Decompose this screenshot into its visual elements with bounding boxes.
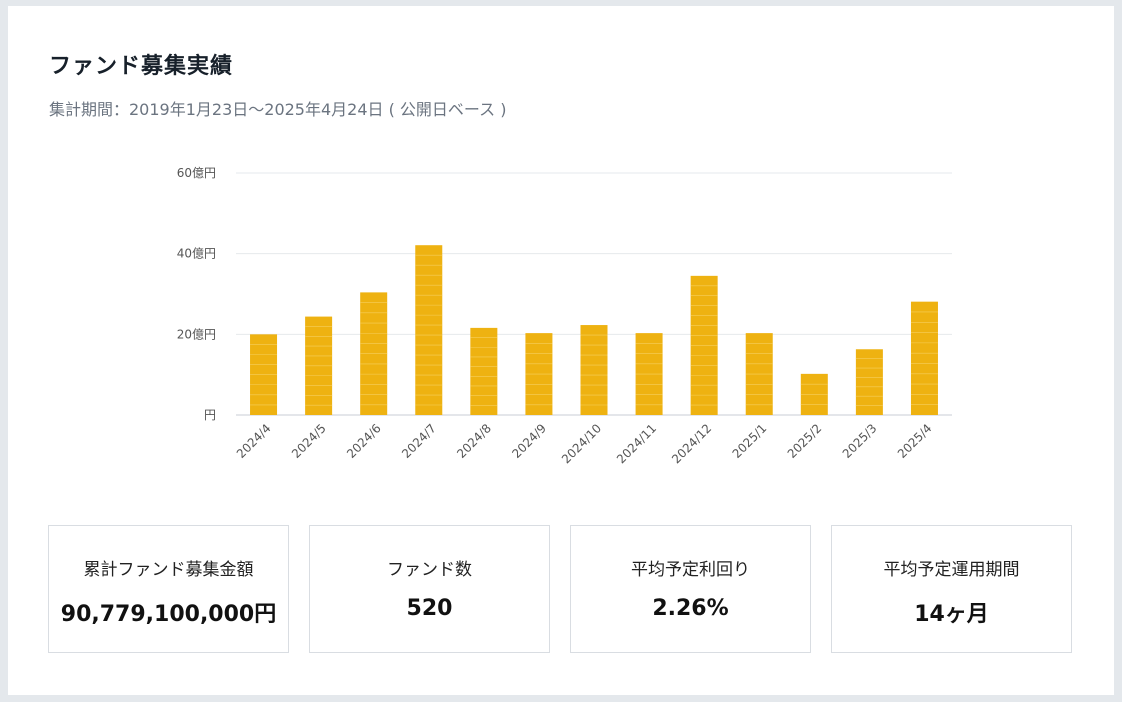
x-tick-label: 2024/7 — [399, 421, 439, 461]
bar[interactable] — [415, 245, 443, 415]
y-tick-label: 20億円 — [177, 327, 216, 341]
x-tick-label: 2024/8 — [454, 421, 494, 461]
stats-row: 累計ファンド募集金額 90,779,100,000円 ファンド数 520 平均予… — [48, 525, 1074, 655]
x-tick-label: 2025/2 — [785, 421, 825, 461]
x-tick-label: 2024/4 — [234, 421, 274, 461]
stat-average-yield: 平均予定利回り 2.26% — [570, 525, 811, 653]
stat-value: 2.26% — [652, 596, 729, 621]
bar[interactable] — [855, 349, 883, 415]
y-tick-label: 60億円 — [177, 166, 216, 180]
x-tick-label: 2024/11 — [614, 421, 659, 466]
bar[interactable] — [580, 325, 608, 415]
x-tick-label: 2024/5 — [289, 421, 329, 461]
stat-fund-count: ファンド数 520 — [309, 525, 550, 653]
stat-label: 累計ファンド募集金額 — [83, 560, 254, 580]
fund-results-card: ファンド募集実績 集計期間：2019年1月23日〜2025年4月24日 ( 公開… — [8, 6, 1114, 695]
y-tick-label: 40億円 — [177, 247, 216, 261]
bar[interactable] — [470, 327, 498, 415]
x-tick-label: 2025/1 — [730, 421, 770, 461]
bar[interactable] — [910, 301, 938, 415]
stat-label: 平均予定運用期間 — [883, 560, 1020, 580]
stat-total-amount: 累計ファンド募集金額 90,779,100,000円 — [48, 525, 289, 653]
stat-label: ファンド数 — [387, 560, 472, 580]
x-tick-label: 2025/3 — [840, 421, 880, 461]
x-tick-label: 2024/10 — [559, 421, 604, 466]
stat-label: 平均予定利回り — [631, 560, 750, 580]
period-subtitle: 集計期間：2019年1月23日〜2025年4月24日 ( 公開日ベース ) — [49, 100, 507, 119]
x-tick-label: 2024/6 — [344, 421, 384, 461]
x-tick-label: 2024/9 — [509, 421, 549, 461]
stat-value: 14ヶ月 — [914, 602, 989, 627]
stat-value: 520 — [406, 596, 453, 621]
fund-bar-chart: 円 20億円 40億円 60億円 2024/4 2024/5 2024/6 2024/7 202… — [177, 166, 952, 466]
page-title: ファンド募集実績 — [49, 54, 234, 79]
x-tick-label: 2025/4 — [895, 421, 935, 461]
stat-value: 90,779,100,000円 — [60, 602, 277, 627]
stat-average-term: 平均予定運用期間 14ヶ月 — [831, 525, 1072, 653]
y-tick-label: 円 — [204, 408, 216, 422]
x-tick-label: 2024/12 — [669, 421, 714, 466]
